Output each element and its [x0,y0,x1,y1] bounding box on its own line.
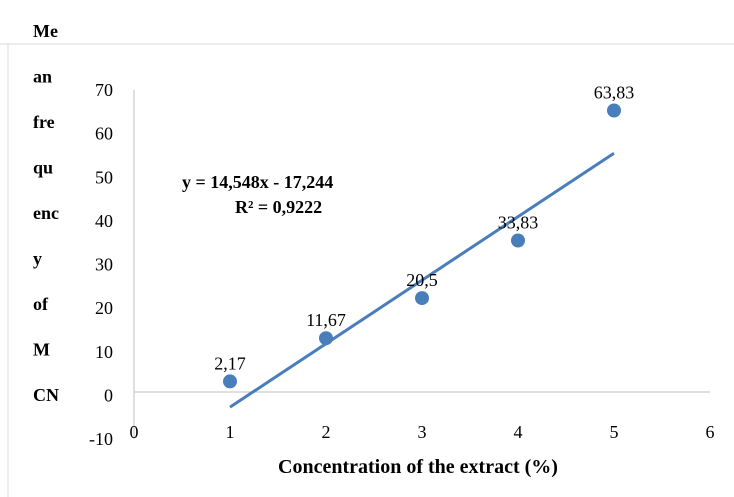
y-axis-title-line: an [33,67,52,87]
data-label: 2,17 [214,353,246,373]
y-axis-title-line: Me [33,21,58,41]
data-point [511,233,525,248]
y-axis-title-line: enc [33,203,59,223]
x-tick-label: 3 [418,422,427,442]
x-tick-label: 2 [322,422,331,442]
trendline-equation: y = 14,548x - 17,244 [182,172,333,192]
data-labels: 2,17 11,67 20,5 33,83 63,83 [214,83,634,374]
data-point [415,291,429,306]
y-axis-title-line: CN [33,385,59,405]
x-tick-label: 6 [706,422,715,442]
trendline-r2: R² = 0,9222 [235,197,322,217]
x-tick-label: 1 [226,422,235,442]
y-tick-label: 10 [95,342,113,362]
y-tick-label: -10 [89,429,113,449]
x-axis-title: Concentration of the extract (%) [278,456,558,478]
y-tick-label: 20 [95,298,113,318]
y-tick-label: 30 [95,255,113,275]
x-tick-label: 0 [130,422,139,442]
y-tick-label: 60 [95,124,113,144]
y-tick-label: 50 [95,167,113,187]
trendline [229,152,615,409]
y-axis-title: Me an fre qu enc y of M CN [33,21,59,405]
data-label: 20,5 [406,270,438,290]
x-tick-label: 4 [514,422,523,442]
data-label: 11,67 [306,310,346,330]
y-axis-title-line: qu [33,158,53,178]
y-tick-label: 0 [104,385,113,405]
data-point [607,103,621,118]
x-tick-labels: 0 1 2 3 4 5 6 [130,422,715,442]
y-axis-title-line: M [33,340,50,360]
data-label: 33,83 [498,213,539,233]
y-axis-title-line: of [33,294,49,314]
data-label: 63,83 [594,83,635,103]
data-point [223,374,237,389]
x-tick-label: 5 [610,422,619,442]
y-tick-label: 40 [95,211,113,231]
y-tick-label: 70 [95,80,113,100]
y-axis-title-line: fre [33,112,55,132]
data-point [319,331,333,346]
y-tick-labels: -10 0 10 20 30 40 50 60 70 [89,80,113,449]
y-axis-title-line: y [33,249,42,269]
data-points [223,103,621,389]
